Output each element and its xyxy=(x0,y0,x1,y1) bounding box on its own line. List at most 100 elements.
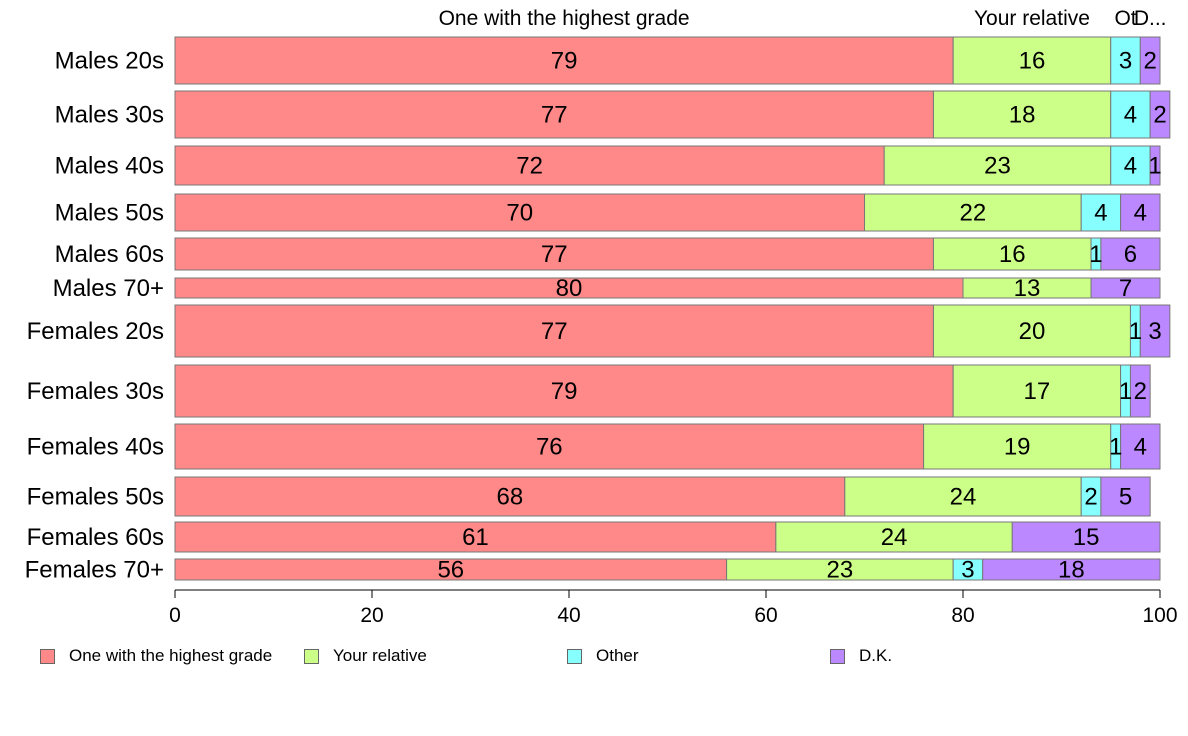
bar-value-label: 4 xyxy=(1134,200,1147,227)
legend-swatch xyxy=(567,648,582,664)
value-labels-group: 79 16 3 277 18 4 272 23 4 170 22 4 477 16 1 680 13 777 20 1… xyxy=(437,48,1166,584)
bar-segment xyxy=(982,558,1161,581)
bar-segment xyxy=(952,36,1112,85)
bar-segment xyxy=(1090,277,1161,299)
bar-segment xyxy=(1149,90,1171,139)
top-series-label: D... xyxy=(1134,7,1167,30)
bar-value-label: 2 xyxy=(1134,378,1147,405)
bar-segment xyxy=(1149,145,1161,186)
bar-value-label: 77 xyxy=(541,102,568,129)
bar-value-label: 1 xyxy=(1089,241,1102,268)
bar-segment xyxy=(1100,476,1151,517)
bar-value-label: 23 xyxy=(984,153,1011,180)
bar-segment xyxy=(174,90,934,139)
bar-value-label: 79 xyxy=(551,48,578,75)
legend-label: Other xyxy=(596,646,639,665)
bar-value-label: 61 xyxy=(462,524,489,551)
legend-item: One with the highest grade xyxy=(40,646,272,666)
bar-segment xyxy=(844,476,1082,517)
bar-value-label: 16 xyxy=(999,241,1026,268)
bar-value-label: 1 xyxy=(1109,434,1122,461)
bar-value-label: 77 xyxy=(541,318,568,345)
bar-value-label: 1 xyxy=(1148,153,1161,180)
bar-value-label: 2 xyxy=(1084,484,1097,511)
bar-value-label: 4 xyxy=(1134,434,1147,461)
bar-value-label: 16 xyxy=(1019,48,1046,75)
bar-value-label: 18 xyxy=(1058,557,1085,584)
legend-swatch xyxy=(40,648,55,664)
legend-item: Other xyxy=(567,646,639,666)
legend-item: Your relative xyxy=(304,646,427,666)
bar-value-label: 79 xyxy=(551,378,578,405)
bar-value-label: 20 xyxy=(1019,318,1046,345)
bar-value-label: 4 xyxy=(1094,200,1107,227)
x-axis: 0 20 40 60 80 100 xyxy=(169,589,1178,627)
top-labels-group: One with the highest grade Your relative O… xyxy=(439,7,1167,30)
bar-value-label: 72 xyxy=(516,153,543,180)
category-label: Males 40s xyxy=(55,153,164,180)
x-tick-label: 40 xyxy=(557,604,580,627)
bar-value-label: 7 xyxy=(1119,275,1132,302)
bars-group xyxy=(174,36,1171,581)
bar-segment xyxy=(1120,193,1161,232)
category-label: Males 20s xyxy=(55,48,164,75)
bar-segment xyxy=(932,237,1092,271)
top-series-label: One with the highest grade xyxy=(439,7,690,30)
bar-segment xyxy=(1139,304,1171,358)
bar-segment xyxy=(1011,521,1161,553)
legend-swatch xyxy=(304,648,319,664)
bar-value-label: 3 xyxy=(1119,48,1132,75)
bar-segment xyxy=(174,145,885,186)
bar-segment xyxy=(932,304,1131,358)
bar-value-label: 5 xyxy=(1119,484,1132,511)
bar-segment xyxy=(932,90,1112,139)
category-label: Females 20s xyxy=(27,318,164,345)
bar-value-label: 76 xyxy=(536,434,563,461)
bar-value-label: 6 xyxy=(1124,241,1137,268)
legend: One with the highest grade Your relative O… xyxy=(0,640,1188,670)
bar-segment xyxy=(174,364,954,418)
bar-value-label: 3 xyxy=(961,557,974,584)
bar-value-label: 23 xyxy=(827,557,854,584)
bar-segment xyxy=(1110,36,1141,85)
category-label: Females 70+ xyxy=(25,557,164,584)
category-labels-group: Males 20s Males 30s Males 40s Males 50s Male… xyxy=(25,48,164,584)
x-tick-label: 100 xyxy=(1142,604,1177,627)
bar-segment xyxy=(1110,145,1151,186)
category-label: Males 50s xyxy=(55,200,164,227)
top-series-label: Your relative xyxy=(974,7,1090,30)
bar-value-label: 3 xyxy=(1148,318,1161,345)
category-label: Males 30s xyxy=(55,102,164,129)
legend-label: One with the highest grade xyxy=(69,646,273,665)
category-label: Males 60s xyxy=(55,241,164,268)
bar-value-label: 80 xyxy=(556,275,583,302)
bar-segment xyxy=(1139,36,1161,85)
legend-swatch xyxy=(830,648,845,664)
bar-value-label: 4 xyxy=(1124,153,1137,180)
bar-value-label: 15 xyxy=(1073,524,1100,551)
bar-segment xyxy=(174,521,777,553)
bar-segment xyxy=(1110,90,1151,139)
bar-segment xyxy=(174,237,934,271)
bar-value-label: 56 xyxy=(437,557,464,584)
category-label: Females 40s xyxy=(27,434,164,461)
top-series-label: Ot xyxy=(1114,7,1136,30)
bar-value-label: 22 xyxy=(959,200,986,227)
legend-label: Your relative xyxy=(333,646,427,665)
category-label: Males 70+ xyxy=(53,275,164,302)
bar-segment xyxy=(174,36,954,85)
bar-value-label: 17 xyxy=(1024,378,1051,405)
bar-value-label: 68 xyxy=(497,484,524,511)
bar-value-label: 18 xyxy=(1009,102,1036,129)
bar-segment xyxy=(1080,193,1122,232)
bar-value-label: 2 xyxy=(1153,102,1166,129)
bar-segment xyxy=(174,304,934,358)
x-tick-label: 0 xyxy=(169,604,181,627)
bar-segment xyxy=(952,364,1122,418)
bar-value-label: 70 xyxy=(506,200,533,227)
bar-value-label: 13 xyxy=(1014,275,1041,302)
bar-segment xyxy=(174,193,865,232)
bar-value-label: 19 xyxy=(1004,434,1031,461)
bar-value-label: 1 xyxy=(1129,318,1142,345)
